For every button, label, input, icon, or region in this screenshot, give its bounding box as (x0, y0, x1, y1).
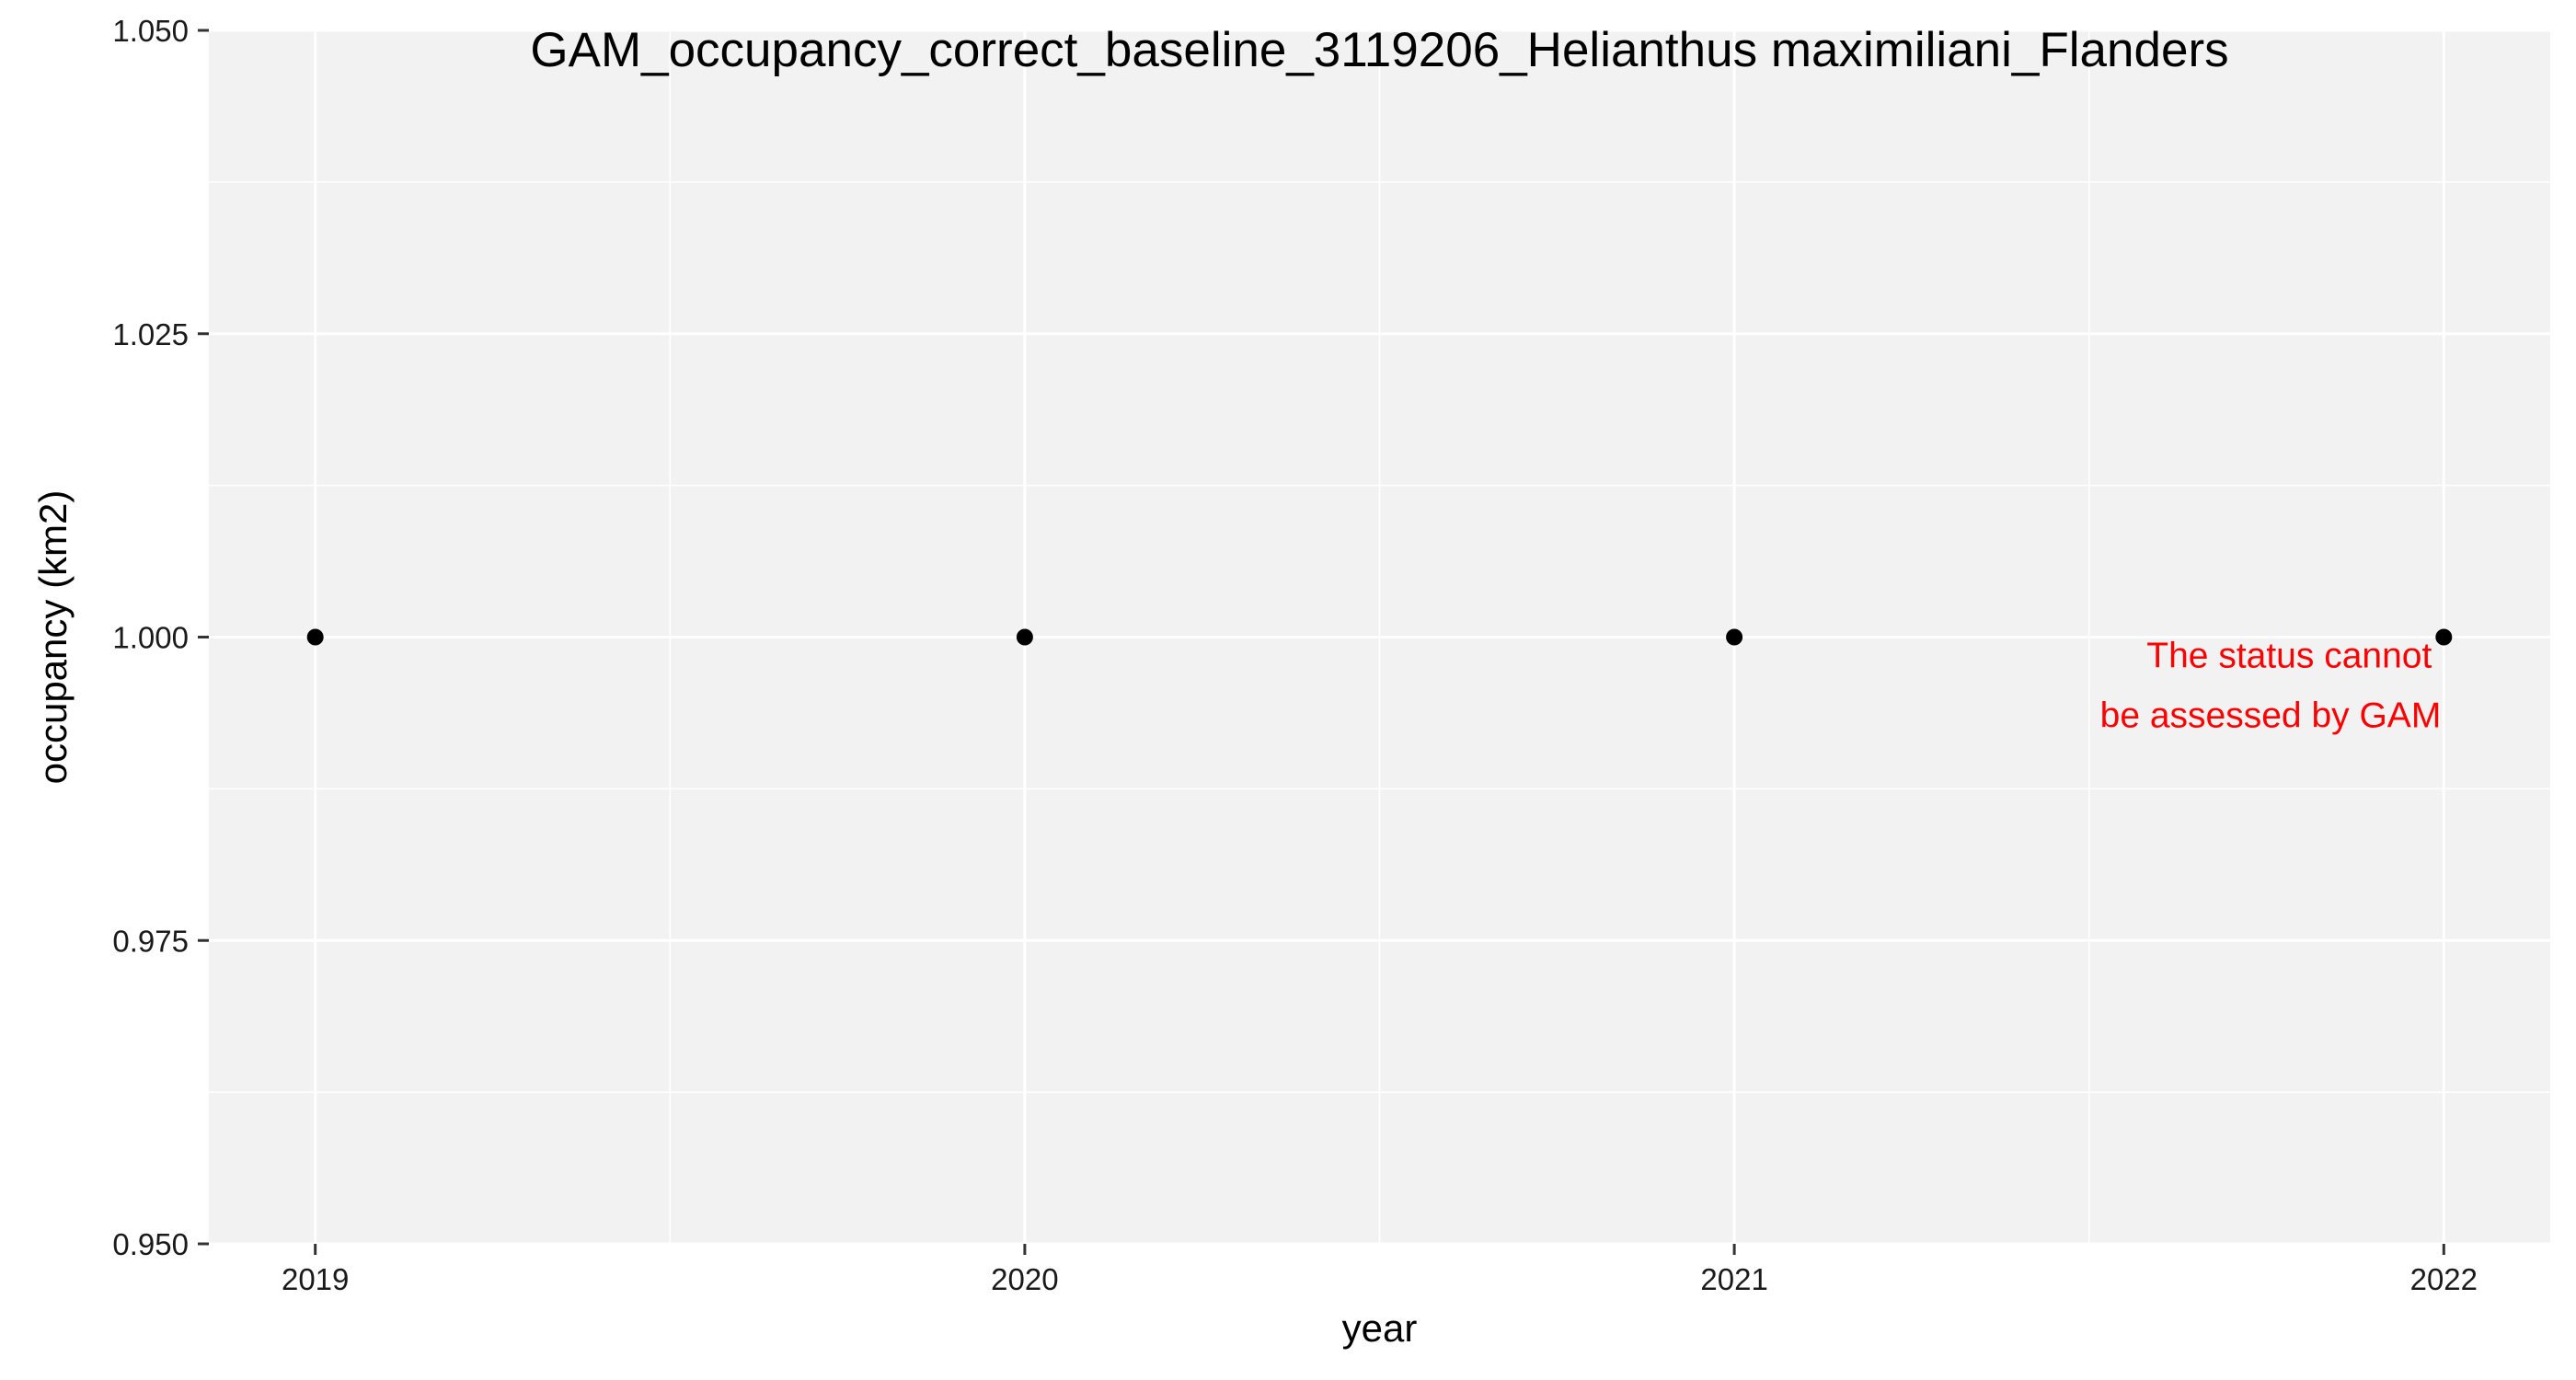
annotation-line-2: be assessed by GAM (2100, 696, 2442, 736)
data-point (1726, 628, 1743, 646)
y-tick-label: 1.050 (112, 14, 189, 48)
y-axis-ticks: 0.950 0.975 1.000 1.025 1.050 (112, 14, 209, 1261)
data-point (1016, 628, 1033, 646)
x-tick-label: 2019 (282, 1262, 349, 1296)
y-tick-label: 0.975 (112, 924, 189, 958)
x-tick-label: 2021 (1700, 1262, 1767, 1296)
y-tick-label: 0.950 (112, 1227, 189, 1261)
x-tick-label: 2022 (2410, 1262, 2478, 1296)
annotation-line-1: The status cannot (2146, 637, 2432, 676)
chart-title: GAM_occupancy_correct_baseline_3119206_H… (530, 23, 2228, 77)
data-points (306, 628, 2453, 646)
data-point (306, 628, 324, 646)
y-tick-label: 1.000 (112, 621, 189, 655)
data-point (2435, 628, 2453, 646)
x-tick-label: 2020 (991, 1262, 1058, 1296)
y-axis-title: occupancy (km2) (31, 490, 75, 785)
y-tick-label: 1.025 (112, 317, 189, 351)
x-axis-title: year (1342, 1306, 1418, 1350)
x-axis-ticks: 2019 2020 2021 2022 (282, 1244, 2478, 1296)
